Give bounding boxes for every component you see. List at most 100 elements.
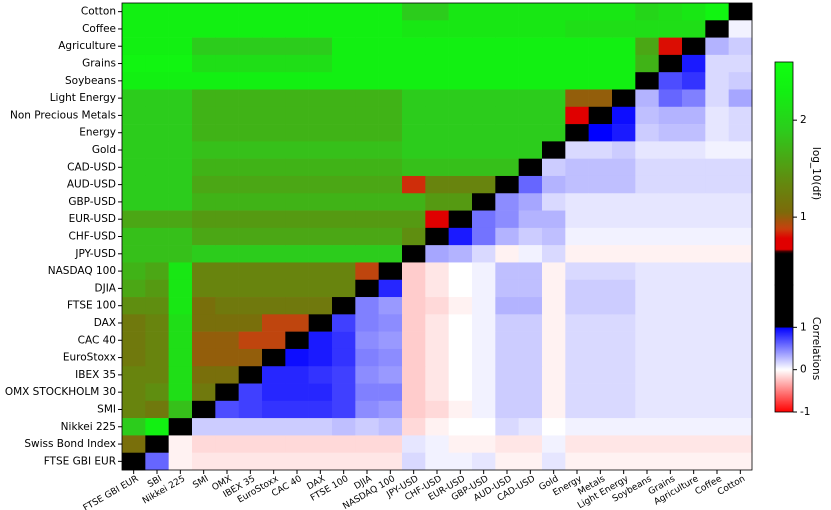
correlation-cell: [588, 418, 613, 436]
df-cell: [168, 245, 193, 263]
df-cell: [332, 175, 356, 194]
correlation-cell: [565, 297, 589, 315]
df-cell: [215, 158, 239, 177]
correlation-cell: [262, 400, 286, 419]
correlation-cell: [612, 435, 636, 454]
correlation-cell: [542, 193, 566, 211]
correlation-cell: [425, 262, 449, 281]
df-cell: [145, 20, 169, 38]
correlation-cell: [378, 331, 403, 350]
correlation-cell: [495, 193, 519, 211]
df-cell: [495, 106, 519, 125]
correlation-cell: [565, 227, 589, 246]
df-cell: [122, 54, 146, 73]
y-tick-label: EuroStoxx: [63, 352, 116, 364]
df-cell: [448, 72, 473, 90]
df-cell: [168, 400, 193, 419]
df-cell: [472, 3, 496, 21]
df-cell: [308, 20, 333, 38]
df-cell: [425, 20, 449, 38]
df-cell: [262, 158, 286, 177]
correlation-cell: [472, 366, 496, 384]
df-cell: [355, 124, 379, 142]
correlation-cell: [215, 452, 239, 471]
correlation-cell: [612, 331, 636, 350]
correlation-cell: [402, 366, 426, 384]
df-cell: [565, 89, 589, 108]
df-cell: [262, 3, 286, 21]
df-cell: [588, 20, 613, 38]
correlation-cell: [635, 227, 659, 246]
df-cell: [355, 106, 379, 125]
correlation-cell: [635, 314, 659, 332]
correlation-cell: [472, 279, 496, 298]
correlation-cell: [518, 314, 543, 332]
correlation-cell: [612, 106, 636, 125]
df-cell: [192, 348, 216, 367]
correlation-cell: [635, 383, 659, 402]
y-tick-label: GBP-USD: [68, 196, 116, 208]
df-cell: [262, 279, 286, 298]
correlation-cell: [635, 366, 659, 384]
correlation-cell: [518, 279, 543, 298]
df-cell: [215, 331, 239, 350]
df-cell: [285, 297, 309, 315]
correlation-cell: [425, 383, 449, 402]
df-cell: [145, 106, 169, 125]
df-cell: [355, 89, 379, 108]
df-cell: [215, 89, 239, 108]
df-cell: [285, 72, 309, 90]
correlation-cell: [355, 400, 379, 419]
df-cell: [332, 245, 356, 263]
df-cell: [145, 124, 169, 142]
df-cell: [285, 106, 309, 125]
df-cell: [495, 124, 519, 142]
df-cell: [308, 227, 333, 246]
correlation-cell: [728, 348, 753, 367]
correlation-cell: [705, 37, 729, 56]
correlation-cell: [168, 435, 193, 454]
df-cell: [192, 297, 216, 315]
correlation-cell: [448, 262, 473, 281]
df-cell: [402, 158, 426, 177]
df-cell: [262, 331, 286, 350]
diagonal-cell: [612, 89, 636, 108]
df-cell: [168, 348, 193, 367]
df-cell: [168, 383, 193, 402]
correlation-cell: [472, 245, 496, 263]
df-cell: [378, 89, 403, 108]
correlation-cell: [682, 331, 706, 350]
correlation-cell: [658, 106, 683, 125]
correlation-cell: [285, 366, 309, 384]
y-tick-label: Non Precious Metals: [10, 109, 116, 121]
colorbar-tick-label: 2: [800, 114, 807, 126]
y-tick-label: FTSE GBI EUR: [44, 455, 116, 467]
df-cell: [378, 158, 403, 177]
correlation-cell: [728, 245, 753, 263]
df-cell: [122, 314, 146, 332]
correlation-cell: [402, 452, 426, 471]
correlation-cell: [495, 245, 519, 263]
df-cell: [518, 54, 543, 73]
correlation-cell: [658, 89, 683, 108]
df-cell: [285, 158, 309, 177]
df-cell: [565, 20, 589, 38]
df-cell: [215, 297, 239, 315]
correlation-cell: [612, 348, 636, 367]
correlation-cell: [192, 452, 216, 471]
correlation-cell: [612, 193, 636, 211]
df-cell: [658, 20, 683, 38]
df-cell: [285, 3, 309, 21]
correlation-cell: [705, 279, 729, 298]
df-cell: [238, 314, 263, 332]
df-cell: [355, 227, 379, 246]
correlation-cell: [658, 314, 683, 332]
correlation-cell: [378, 435, 403, 454]
df-cell: [308, 72, 333, 90]
correlation-cell: [612, 400, 636, 419]
df-cell: [588, 72, 613, 90]
df-cell: [448, 37, 473, 56]
correlation-cell: [378, 418, 403, 436]
correlation-cell: [705, 435, 729, 454]
